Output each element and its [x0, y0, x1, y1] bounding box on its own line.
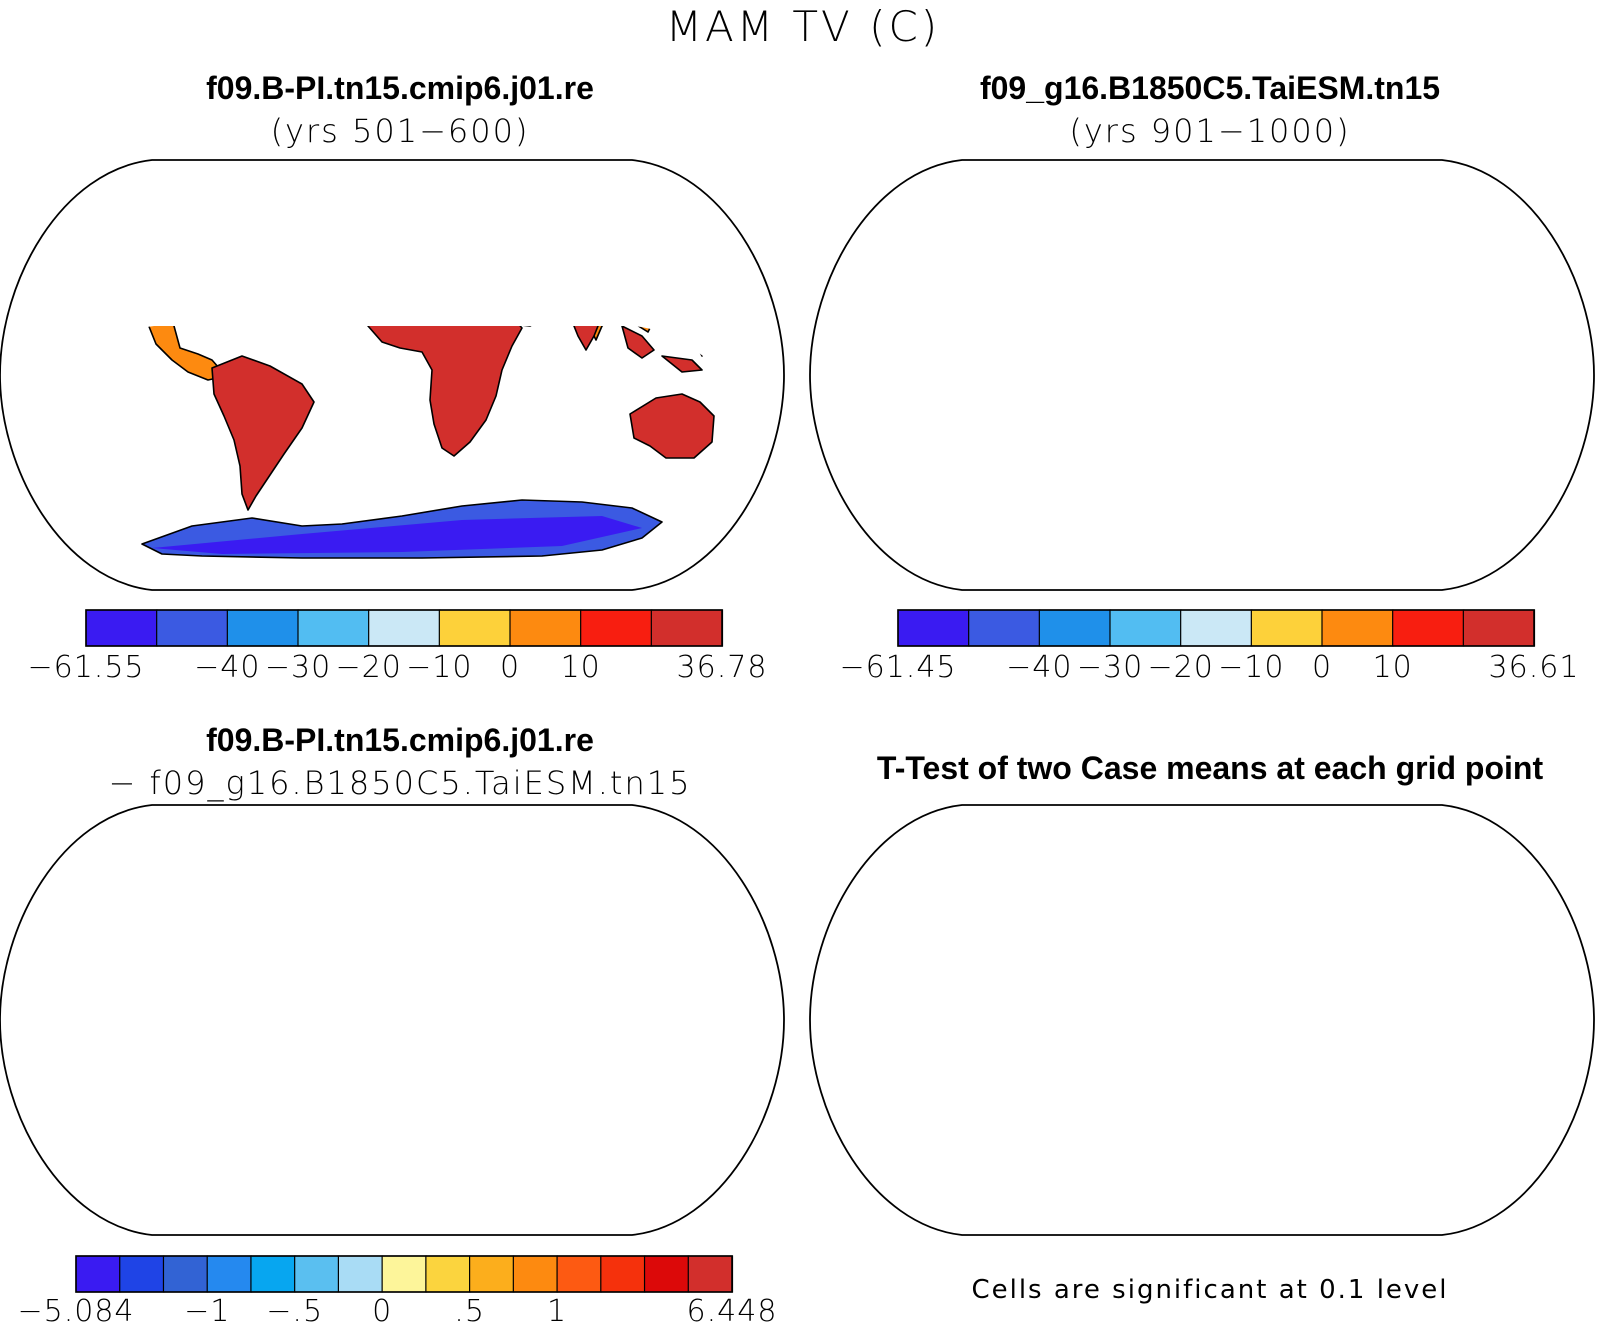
land-india	[1378, 943, 1412, 995]
colorbar-swatch	[512, 1255, 559, 1293]
colorbar-frame	[75, 1255, 733, 1293]
colorbar-swatch	[156, 609, 229, 647]
colorbar-tick-label: −30	[264, 650, 332, 685]
land-namerica	[81, 326, 261, 381]
colorbar-tick-label: 0	[1311, 650, 1333, 685]
colorbar-tick-label: 10	[1372, 650, 1413, 685]
land-australia	[629, 393, 715, 459]
colorbar-swatch	[1392, 609, 1465, 647]
panel2-colorbar	[897, 609, 1536, 647]
colorbar-tick-label: −1	[184, 1294, 231, 1329]
colorbar-swatch	[381, 1255, 427, 1293]
colorbar-swatch	[469, 1255, 515, 1293]
panel2-title: f09_g16.B1850C5.TaiESM.tn15	[979, 70, 1441, 106]
panel1-colorbar	[85, 609, 724, 647]
land-namerica	[892, 845, 1070, 1025]
panel2-colorbar-ticks: −61.45 −40 −30 −20 −10 0 10 36.61	[839, 650, 1578, 690]
colorbar-tick-label: 6.448	[686, 1294, 778, 1329]
colorbar-frame	[85, 609, 723, 647]
land-greenland	[1044, 829, 1112, 881]
land-africa	[1170, 911, 1332, 1101]
panel1-colorbar-ticks: −61.55 −40 −30 −20 −10 0 10 36.78	[27, 650, 766, 690]
colorbar-tick-label: −5.084	[17, 1294, 135, 1329]
land-eurasia	[373, 326, 693, 341]
colorbar-tick-label: .5	[454, 1294, 485, 1329]
land-australia	[1440, 1039, 1524, 1103]
land-antarctica	[952, 1145, 1472, 1203]
land-seasia	[1432, 971, 1520, 1017]
colorbar-tick-label: 36.61	[1488, 650, 1580, 685]
colorbar-tick-label: −61.45	[839, 650, 957, 685]
colorbar-tick-label: 1	[547, 1294, 568, 1329]
land-samerica	[1022, 1001, 1124, 1155]
land-arabia	[1304, 921, 1358, 971]
map-frame	[0, 159, 785, 591]
panel3-subtitle: − f09_g16.B1850C5.TaiESM.tn15	[108, 764, 692, 802]
colorbar-swatch	[1180, 609, 1253, 647]
colorbar-tick-label: −40	[1006, 650, 1073, 685]
panel1-subtitle: (yrs 501−600)	[270, 112, 530, 150]
colorbar-frame	[897, 609, 1535, 647]
colorbar-swatch	[897, 609, 970, 647]
land-eurasia	[1184, 833, 1502, 985]
panel1-title: f09.B-PI.tn15.cmip6.j01.re	[206, 70, 594, 106]
colorbar-tick-label: 0	[372, 1294, 393, 1329]
land-india	[567, 326, 603, 351]
colorbar-swatch	[1038, 609, 1112, 647]
panel2-subtitle: (yrs 901−1000)	[1069, 112, 1351, 150]
colorbar-swatch	[580, 609, 653, 647]
non-significant-areas	[1062, 855, 1452, 1061]
colorbar-swatch	[650, 609, 724, 647]
colorbar-tick-label: −10	[1218, 650, 1285, 685]
land-arctic	[1012, 823, 1162, 851]
panel3-colorbar	[75, 1255, 734, 1293]
map-frame	[809, 159, 1595, 591]
colorbar-tick-label: −20	[1147, 650, 1214, 685]
colorbar-tick-label: −.5	[266, 1294, 324, 1329]
figure-title: MAM TV (C)	[665, 2, 941, 51]
colorbar-tick-label: 10	[560, 650, 601, 685]
colorbar-tick-label: −20	[335, 650, 402, 685]
panel4-title: T-Test of two Case means at each grid po…	[876, 750, 1544, 786]
colorbar-swatch	[206, 1255, 253, 1293]
colorbar-tick-label: −40	[194, 650, 261, 685]
colorbar-tick-label: −30	[1076, 650, 1144, 685]
colorbar-swatch	[337, 1255, 384, 1293]
land-africa	[359, 326, 523, 457]
land-samerica	[211, 355, 315, 511]
antarctica-interior	[152, 516, 642, 554]
colorbar-tick-label: −61.55	[27, 650, 145, 685]
map-frame	[0, 804, 785, 1236]
colorbar-tick-label: 36.78	[676, 650, 768, 685]
significance-note: Cells are significant at 0.1 level	[971, 1275, 1449, 1305]
panel3-colorbar-ticks: −5.084 −1 −.5 0 .5 1 6.448	[17, 1294, 776, 1329]
colorbar-tick-label: −10	[406, 650, 473, 685]
colorbar-tick-label: 0	[499, 650, 521, 685]
panel3-title: f09.B-PI.tn15.cmip6.j01.re	[206, 722, 594, 758]
colorbar-swatch	[85, 609, 158, 647]
map-frame	[809, 804, 1595, 1236]
colorbar-swatch	[119, 1255, 165, 1293]
